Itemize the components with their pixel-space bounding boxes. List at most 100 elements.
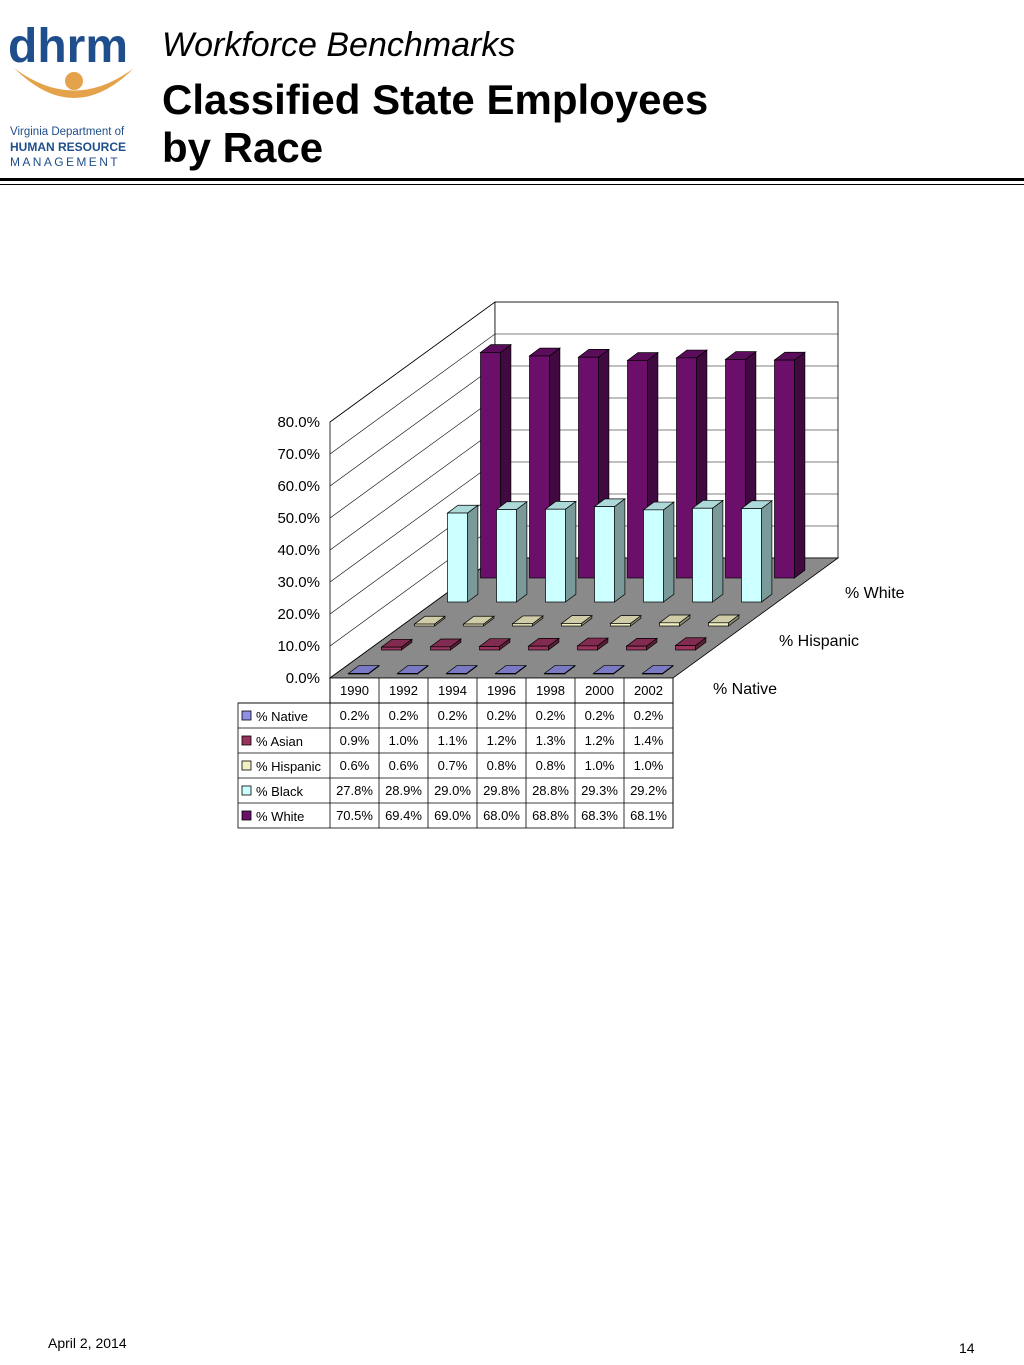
data-label: 69.0% xyxy=(434,808,471,823)
bar xyxy=(707,614,740,627)
legend-key xyxy=(241,760,252,771)
bar-front xyxy=(577,645,598,651)
x-category-label: 1992 xyxy=(389,683,418,698)
bar-front xyxy=(676,357,697,579)
logo-wordmark: dhrm xyxy=(8,20,128,73)
bar-side xyxy=(614,498,626,603)
depth-axis-label: % Hispanic xyxy=(779,633,859,650)
data-label: 1.4% xyxy=(634,733,664,748)
logo-line1: Virginia Department of xyxy=(10,126,125,138)
bar xyxy=(593,498,626,603)
bar-front xyxy=(659,622,680,627)
data-label: 0.6% xyxy=(340,758,370,773)
bar-front xyxy=(545,508,566,603)
bar-front xyxy=(642,673,663,675)
legend-key xyxy=(241,710,252,721)
footer-page-number: 14 xyxy=(959,1340,975,1356)
bar-front xyxy=(593,673,614,675)
logo-line3: MANAGEMENT xyxy=(10,155,120,169)
bar-front xyxy=(529,355,550,579)
data-label: 1.2% xyxy=(585,733,615,748)
data-label: 1.0% xyxy=(634,758,664,773)
data-label: 28.9% xyxy=(385,783,422,798)
bar-front xyxy=(774,359,795,579)
bar-side xyxy=(565,500,577,603)
legend-key xyxy=(241,810,252,821)
bar xyxy=(625,637,658,651)
data-label: 0.2% xyxy=(340,708,370,723)
y-tick-label: 60.0% xyxy=(277,478,320,495)
legend-key xyxy=(241,735,252,746)
dhrm-logo: dhrm Virginia Department of HUMAN RESOUR… xyxy=(8,20,134,169)
table-header-row xyxy=(329,677,674,704)
data-label: 68.1% xyxy=(630,808,667,823)
data-label: 0.2% xyxy=(536,708,566,723)
bar-side xyxy=(761,500,773,603)
gridline xyxy=(329,301,838,423)
bar xyxy=(560,614,593,627)
data-label: 0.6% xyxy=(389,758,419,773)
y-tick-label: 30.0% xyxy=(277,574,320,591)
data-label: 0.2% xyxy=(389,708,419,723)
logo-line2: HUMAN RESOURCE xyxy=(10,140,126,154)
bar xyxy=(413,615,446,627)
data-label: 69.4% xyxy=(385,808,422,823)
data-label: 1.0% xyxy=(585,758,615,773)
x-category-label: 1998 xyxy=(536,683,565,698)
bar-front xyxy=(643,509,664,603)
bar xyxy=(511,615,544,627)
bar-front xyxy=(544,673,565,675)
data-label: 1.3% xyxy=(536,733,566,748)
y-tick-label: 10.0% xyxy=(277,638,320,655)
bar xyxy=(773,351,806,579)
bar xyxy=(592,664,625,675)
y-tick-label: 20.0% xyxy=(277,606,320,623)
header-rule-thin xyxy=(0,184,1024,185)
data-label: 29.0% xyxy=(434,783,471,798)
legend-series-name: % Native xyxy=(256,709,308,724)
data-label: 68.3% xyxy=(581,808,618,823)
depth-axis-label: % Native xyxy=(713,681,777,698)
bar xyxy=(609,614,642,627)
gridline xyxy=(329,333,838,455)
footer-date: April 2, 2014 xyxy=(48,1335,127,1351)
data-label: 29.3% xyxy=(581,783,618,798)
bar xyxy=(544,500,577,603)
data-label: 68.8% xyxy=(532,808,569,823)
bar xyxy=(642,501,675,603)
bar-front xyxy=(447,512,468,603)
bar-front xyxy=(414,623,435,627)
race-chart: 0.0% 10.0% 20.0% 30.0% 40.0% 50.0% 60.0% 70.0% 8… xyxy=(237,301,905,829)
bar-front xyxy=(381,646,402,651)
bar-front xyxy=(594,506,615,603)
bar-front xyxy=(495,673,516,675)
bar xyxy=(494,664,527,675)
y-tick-label: 70.0% xyxy=(277,446,320,463)
bar-side xyxy=(467,504,479,603)
bar xyxy=(429,638,462,651)
bar-front xyxy=(578,356,599,579)
bar xyxy=(462,615,495,627)
bar-front xyxy=(430,646,451,651)
bar-side xyxy=(516,501,528,603)
legend-series-name: % White xyxy=(256,809,304,824)
data-label: 0.2% xyxy=(438,708,468,723)
data-label: 68.0% xyxy=(483,808,520,823)
legend-series-name: % Black xyxy=(256,784,303,799)
bar-front xyxy=(561,623,582,627)
bar xyxy=(691,499,724,603)
bar-front xyxy=(627,360,648,579)
y-tick-label: 0.0% xyxy=(286,670,320,687)
bar-front xyxy=(446,673,467,675)
bar xyxy=(674,637,707,651)
data-label: 0.8% xyxy=(487,758,517,773)
bar xyxy=(658,614,691,627)
bar-front xyxy=(610,623,631,627)
x-category-label: 2002 xyxy=(634,683,663,698)
bar xyxy=(495,501,528,603)
bar-side xyxy=(663,501,675,603)
bar xyxy=(641,664,674,675)
bar xyxy=(478,637,511,651)
data-label: 1.2% xyxy=(487,733,517,748)
page-subtitle: Workforce Benchmarks xyxy=(162,26,516,64)
